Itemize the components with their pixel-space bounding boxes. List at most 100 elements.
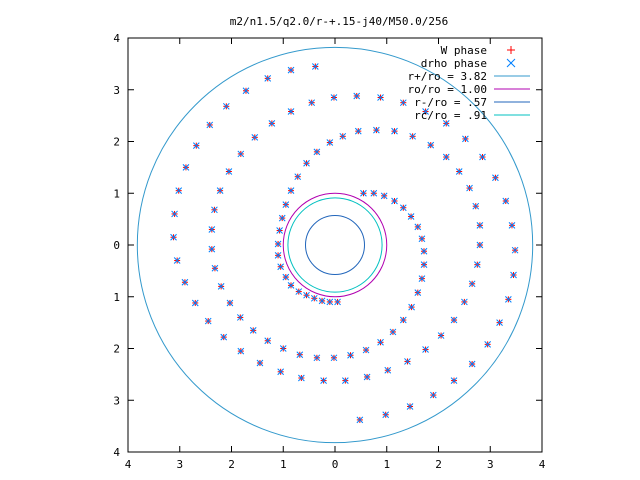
drho-phase-point xyxy=(420,261,428,269)
reference-circles xyxy=(136,46,534,444)
drho-phase-point xyxy=(249,327,257,334)
x-tick-label: 0 xyxy=(332,458,339,471)
drho-phase-point xyxy=(476,221,484,229)
legend-label: W phase xyxy=(441,44,487,57)
drho-phase-point xyxy=(377,338,384,346)
drho-phase-point xyxy=(422,108,429,115)
drho-phase-point xyxy=(418,235,426,243)
drho-phase-point xyxy=(511,246,519,254)
drho-phase-point xyxy=(450,316,458,324)
drho-phase-point xyxy=(384,366,392,374)
drho-phase-point xyxy=(462,135,469,143)
drho-phase-point xyxy=(313,354,321,362)
drho-phase-point xyxy=(418,275,426,282)
drho-phase-point xyxy=(455,168,463,175)
y-tick-label: 4 xyxy=(113,446,120,459)
drho-phase-point xyxy=(468,360,476,368)
drho-phase-point xyxy=(353,92,361,100)
drho-phase-point xyxy=(276,227,283,234)
drho-phase-point xyxy=(382,411,390,419)
drho-phase-point xyxy=(274,251,282,259)
drho-phase-point xyxy=(217,283,225,290)
drho-phase-point xyxy=(326,139,334,146)
drho-phase-point xyxy=(341,377,349,384)
drho-phase-point xyxy=(171,210,178,218)
y-tick-label: 3 xyxy=(113,394,120,407)
drho-phase-point xyxy=(311,63,319,70)
drho-phase-point xyxy=(334,298,341,306)
drho-phase-point xyxy=(192,142,200,149)
drho-phase-point xyxy=(492,174,499,182)
drho-phase-point xyxy=(298,374,305,382)
x-tick-label: 4 xyxy=(125,458,132,471)
drho-phase-point xyxy=(408,303,415,311)
drho-phase-point xyxy=(287,187,295,195)
drho-phase-point xyxy=(442,153,450,161)
drho-phase-point xyxy=(468,280,476,288)
drho-phase-point xyxy=(472,202,480,210)
drho-phase-point xyxy=(326,298,334,306)
drho-phase-point xyxy=(170,233,177,241)
drho-phase-point xyxy=(287,108,295,115)
drho-phase-point xyxy=(175,187,183,195)
drho-phase-point xyxy=(303,159,310,167)
drho-phase-point xyxy=(399,316,407,324)
drho-phase-point xyxy=(242,87,250,95)
drho-phase-point xyxy=(356,416,364,424)
drho-phase-point xyxy=(362,346,370,354)
drho-phase-point xyxy=(204,317,212,325)
drho-phase-point xyxy=(414,289,422,296)
legend-label: drho phase xyxy=(421,57,487,70)
drho-phase-point xyxy=(208,245,216,253)
drho-phase-point xyxy=(191,299,199,307)
data-points xyxy=(170,63,519,424)
reference-circle xyxy=(136,46,534,444)
drho-phase-point xyxy=(282,201,290,208)
drho-phase-point xyxy=(181,278,189,286)
drho-phase-point xyxy=(237,150,245,158)
drho-phase-point xyxy=(294,173,302,181)
legend-label: r+/ro = 3.82 xyxy=(408,70,487,83)
drho-phase-point xyxy=(496,319,503,326)
drho-phase-point xyxy=(347,351,354,359)
legend-label: r-/ro = .57 xyxy=(414,96,487,109)
drho-phase-point xyxy=(236,314,244,321)
drho-phase-point xyxy=(510,271,517,279)
drho-phase-point xyxy=(399,99,407,107)
drho-phase-point xyxy=(310,294,318,302)
y-tick-label: 2 xyxy=(113,343,120,356)
drho-phase-point xyxy=(406,403,414,410)
y-tick-label: 4 xyxy=(113,32,120,45)
drho-phase-point xyxy=(461,298,468,306)
drho-phase-point xyxy=(479,153,486,161)
drho-phase-point xyxy=(278,214,286,222)
drho-phase-point xyxy=(287,66,295,74)
drho-phase-point xyxy=(313,148,321,156)
drho-phase-point xyxy=(502,197,510,205)
drho-phase-point xyxy=(354,127,362,135)
drho-phase-point xyxy=(296,351,304,359)
drho-phase-point xyxy=(268,120,276,127)
x-tick-label: 3 xyxy=(176,458,183,471)
drho-phase-point xyxy=(476,241,484,249)
x-tick-labels: 4 3 2 1 0 1 2 3 4 xyxy=(125,458,546,471)
chart-title: m2/n1.5/q2.0/r-+.15-j40/M50.0/256 xyxy=(230,15,449,28)
drho-phase-point xyxy=(330,354,338,362)
drho-phase-point xyxy=(256,359,264,367)
x-tick-label: 2 xyxy=(435,458,442,471)
drho-phase-point xyxy=(225,168,233,175)
drho-phase-point xyxy=(404,358,411,365)
drho-phase-point xyxy=(226,299,234,307)
drho-phase-point xyxy=(437,332,445,339)
axis-ticks xyxy=(127,37,543,453)
y-tick-label: 1 xyxy=(113,187,120,200)
y-tick-label: 3 xyxy=(113,84,120,97)
drho-phase-point xyxy=(360,189,367,197)
reference-circle xyxy=(282,192,388,298)
drho-phase-point xyxy=(173,257,181,264)
drho-phase-point xyxy=(484,341,492,348)
drho-phase-point xyxy=(429,391,437,399)
drho-phase-point xyxy=(399,204,407,212)
drho-phase-point xyxy=(303,291,310,299)
